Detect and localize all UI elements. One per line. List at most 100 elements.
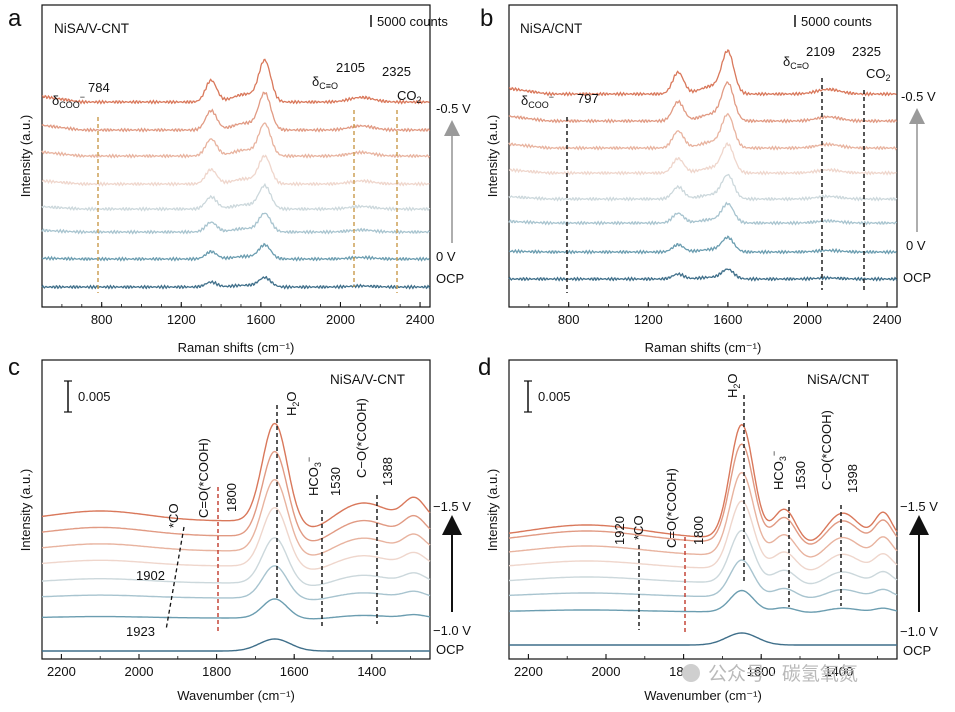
- panel-a-scale-label: 5000 counts: [377, 14, 448, 29]
- series-a-6: [41, 91, 431, 133]
- panel-a-potential-top: -0.5 V: [436, 101, 471, 116]
- panel-c-ocp-label: OCP: [436, 642, 464, 657]
- series-c-2: [41, 565, 431, 601]
- series-a-1: [41, 242, 430, 262]
- panel-c-xlabel: Wavenumber (cm⁻¹): [177, 688, 295, 703]
- peak-label-1800-c: 1800: [224, 483, 239, 512]
- panel-letter-d: d: [478, 354, 491, 381]
- panel-d-xlabel: Wavenumber (cm⁻¹): [644, 688, 762, 703]
- co-label-c: *CO: [166, 503, 181, 528]
- series-a-4: [41, 154, 430, 187]
- co2-label: CO2: [397, 88, 422, 105]
- panel-d-title: NiSA/CNT: [807, 372, 869, 387]
- peak-label-2105: 2105: [336, 60, 365, 75]
- peak-label-1388: 1388: [380, 457, 395, 486]
- panel-d-ocp-label: OCP: [903, 643, 931, 658]
- series-d-6: [508, 443, 898, 545]
- x-tick-label-c-3: 1600: [280, 664, 309, 679]
- x-tick-label-c-1: 2000: [125, 664, 154, 679]
- peak-label-1800-d: 1800: [691, 516, 706, 545]
- series-b-2: [508, 201, 898, 226]
- peak-label-1530-d: 1530: [793, 461, 808, 490]
- label-hco3-d: HCO3−: [769, 451, 788, 490]
- peak-label-1530: 1530: [328, 467, 343, 496]
- x-tick-label-d-0: 2200: [514, 664, 543, 679]
- panel-b-ylabel: Intensity (a.u.): [485, 115, 500, 197]
- panel-c-curves: [41, 422, 431, 652]
- series-b-4: [508, 142, 897, 176]
- panel-a-curves: [41, 58, 431, 290]
- panel-d-scale-label: 0.005: [538, 389, 571, 404]
- panel-b-xlabel: Raman shifts (cm⁻¹): [645, 340, 762, 355]
- panel-a-x-ticks: 800 1200 1600 2000 2400: [41, 302, 435, 327]
- co-band-line: [165, 526, 185, 631]
- panel-b-potential-bottom: 0 V: [906, 238, 926, 253]
- peak-label-797: 797: [577, 91, 599, 106]
- panel-d-frame: [508, 359, 898, 660]
- series-b-1: [508, 235, 897, 255]
- x-tick-label-c-4: 1400: [357, 664, 386, 679]
- series-d-7: [508, 423, 898, 541]
- co-label-d: *CO: [631, 515, 646, 540]
- label-cooh-co-c: C=O(*COOH): [196, 438, 211, 518]
- series-a-7: [41, 58, 430, 105]
- panel-c-potential-top: −1.5 V: [433, 499, 471, 514]
- series-b-6: [508, 80, 898, 124]
- label-cooh-c-o-c: C−O(*COOH): [354, 398, 369, 478]
- watermark-icon: [682, 664, 700, 682]
- x-tick-label-a-2: 1600: [246, 312, 275, 327]
- peak-label-2325-b: 2325: [852, 44, 881, 59]
- x-tick-label-c-0: 2200: [47, 664, 76, 679]
- panel-letter-a: a: [8, 5, 22, 32]
- series-a-0: [41, 275, 431, 290]
- panel-c-x-ticks: 2200 2000 1800 1600 1400: [47, 654, 412, 679]
- panel-b-frame: [508, 4, 898, 308]
- series-d-1: [508, 589, 898, 613]
- x-tick-label-a-4: 2400: [406, 312, 435, 327]
- panel-c-ylabel: Intensity (a.u.): [18, 469, 33, 551]
- series-d-2: [508, 559, 898, 598]
- panel-d-curves: [508, 423, 898, 646]
- panel-c-potential-bottom: −1.0 V: [433, 623, 471, 638]
- series-c-5: [41, 478, 431, 556]
- panel-a-ylabel: Intensity (a.u.): [18, 115, 33, 197]
- panel-c-title: NiSA/V-CNT: [330, 372, 405, 387]
- delta-co-label: δC≡O: [312, 74, 338, 91]
- series-c-1: [42, 598, 431, 620]
- x-tick-label-b-1: 1200: [634, 312, 663, 327]
- x-tick-label-b-2: 1600: [713, 312, 742, 327]
- panel-a: a NiSA/V-CNT 5000 counts δCOO− 784 δC≡O …: [8, 4, 471, 355]
- x-tick-label-d-3: 1600: [747, 664, 776, 679]
- series-c-0: [42, 638, 430, 652]
- label-h2o-d: H2O: [725, 373, 742, 398]
- panel-d-ylabel: Intensity (a.u.): [485, 469, 500, 551]
- panel-b-potential-top: -0.5 V: [901, 89, 936, 104]
- peak-label-1902: 1902: [136, 568, 165, 583]
- co2-label-b: CO2: [866, 66, 891, 83]
- peak-label-2109: 2109: [806, 44, 835, 59]
- series-c-6: [41, 450, 431, 542]
- x-tick-label-a-1: 1200: [167, 312, 196, 327]
- panel-c: c NiSA/V-CNT 0.005 *CO 1902 1923 C=O(*CO…: [8, 354, 471, 703]
- x-tick-label-b-4: 2400: [873, 312, 902, 327]
- delta-coo-label-b: δCOO−: [521, 92, 554, 110]
- x-tick-label-b-3: 2000: [793, 312, 822, 327]
- panel-b-ocp-label: OCP: [903, 270, 931, 285]
- panel-b-curves: [508, 49, 898, 282]
- panel-b: b NiSA/CNT 5000 counts δCOO− 797 δC≡O 21…: [480, 4, 936, 355]
- panel-a-potential-bottom: 0 V: [436, 249, 456, 264]
- panel-b-x-ticks: 800 1200 1600 2000 2400: [508, 302, 902, 327]
- peak-label-784: 784: [88, 80, 110, 95]
- series-b-0: [508, 268, 898, 282]
- series-b-3: [508, 173, 898, 202]
- series-a-5: [41, 122, 431, 159]
- x-tick-label-a-3: 2000: [326, 312, 355, 327]
- panel-b-scale-label: 5000 counts: [801, 14, 872, 29]
- delta-coo-label: δCOO−: [52, 92, 85, 110]
- series-b-5: [508, 112, 898, 151]
- series-a-3: [41, 182, 431, 212]
- panel-d-potential-bottom: −1.0 V: [900, 624, 938, 639]
- x-tick-label-d-1: 2000: [592, 664, 621, 679]
- panel-c-scale-label: 0.005: [78, 389, 111, 404]
